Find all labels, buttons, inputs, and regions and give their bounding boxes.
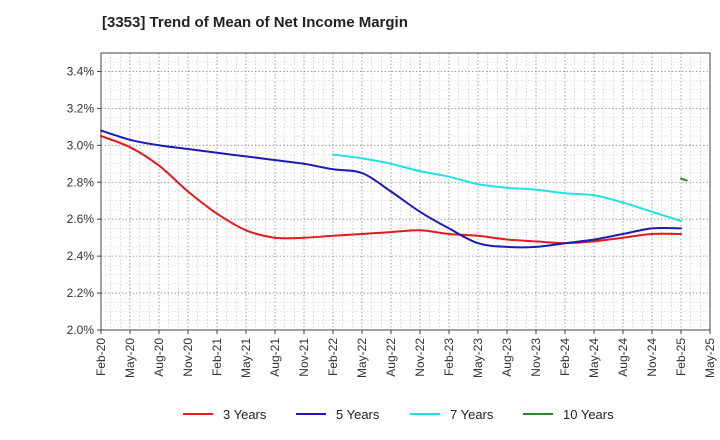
- x-tick-label: Aug-24: [616, 338, 630, 377]
- series-line-10-years: [680, 177, 688, 182]
- x-tick-label: May-21: [239, 338, 253, 378]
- y-tick-label: 2.8%: [67, 175, 95, 189]
- y-tick-label: 3.0%: [67, 138, 95, 152]
- y-tick-label: 3.2%: [67, 101, 95, 115]
- y-tick-label: 2.0%: [67, 323, 95, 337]
- legend-label-7-years: 7 Years: [450, 407, 494, 422]
- legend-label-5-years: 5 Years: [336, 407, 380, 422]
- x-tick-label: Feb-22: [326, 338, 340, 376]
- y-tick-label: 2.6%: [67, 212, 95, 226]
- x-tick-label: May-20: [123, 338, 137, 378]
- x-tick-label: Nov-20: [181, 338, 195, 377]
- x-tick-label: Feb-25: [674, 338, 688, 376]
- x-tick-label: Feb-23: [442, 338, 456, 376]
- chart-title: [3353] Trend of Mean of Net Income Margi…: [102, 14, 408, 31]
- x-tick-label: Aug-20: [152, 338, 166, 377]
- x-tick-label: May-25: [703, 338, 717, 378]
- x-tick-label: May-24: [587, 338, 601, 378]
- x-tick-label: Aug-23: [500, 338, 514, 377]
- x-tick-label: Nov-22: [413, 338, 427, 377]
- x-tick-label: Nov-21: [297, 338, 311, 377]
- x-tick-label: May-23: [471, 338, 485, 378]
- x-tick-label: Nov-24: [645, 338, 659, 377]
- y-tick-label: 2.2%: [67, 286, 95, 300]
- x-tick-label: Feb-21: [210, 338, 224, 376]
- x-tick-label: Nov-23: [529, 338, 543, 377]
- plot-frame: [100, 52, 711, 331]
- x-tick-label: Aug-21: [268, 338, 282, 377]
- series-line-3-years: [100, 135, 682, 245]
- series-line-7-years: [332, 153, 682, 222]
- legend-label-10-years: 10 Years: [563, 407, 614, 422]
- series-line-5-years: [100, 129, 682, 249]
- x-tick-label: Feb-24: [558, 338, 572, 376]
- x-tick-label: Feb-20: [94, 338, 108, 376]
- y-tick-label: 3.4%: [67, 64, 95, 78]
- x-tick-label: May-22: [355, 338, 369, 378]
- y-tick-label: 2.4%: [67, 249, 95, 263]
- legend-label-3-years: 3 Years: [223, 407, 267, 422]
- x-tick-label: Aug-22: [384, 338, 398, 377]
